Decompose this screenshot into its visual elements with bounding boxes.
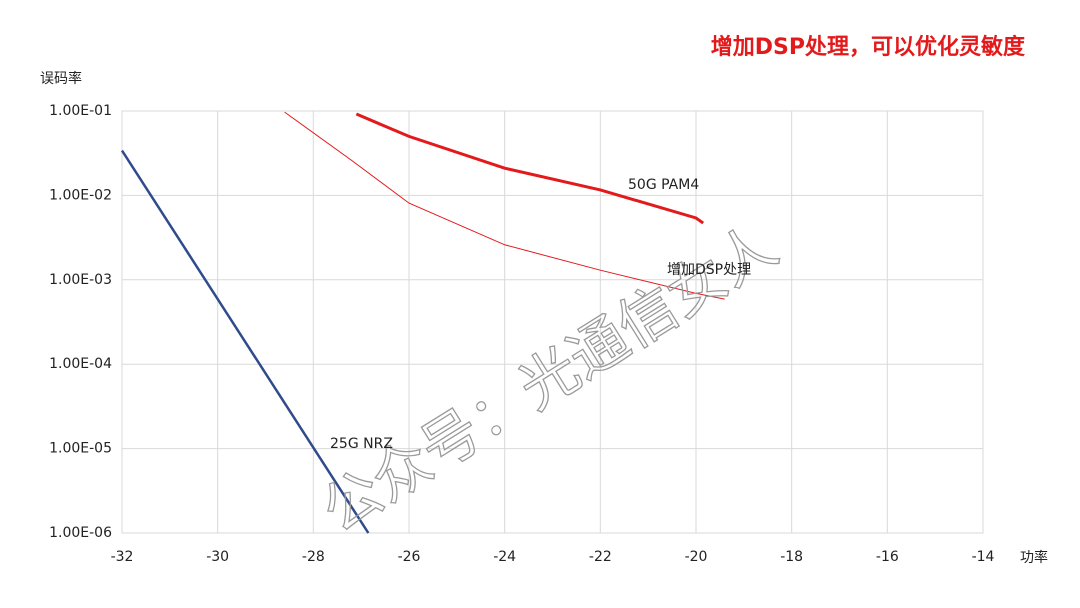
x-tick-label: -30 [206, 549, 229, 565]
series-label: 50G PAM4 [628, 177, 699, 193]
series-line [284, 111, 725, 300]
x-tick-label: -28 [302, 549, 325, 565]
y-axis-label: 误码率 [40, 70, 82, 87]
x-tick-label: -32 [111, 549, 134, 565]
x-tick-label: -24 [493, 549, 516, 565]
series-label: 增加DSP处理 [667, 262, 751, 278]
series-line [120, 149, 370, 534]
x-tick-label: -18 [780, 549, 803, 565]
y-tick-label: 1.00E-01 [49, 103, 112, 119]
x-tick-label: -26 [398, 549, 421, 565]
plot-area [120, 111, 725, 534]
y-tick-label: 1.00E-06 [49, 525, 112, 541]
x-axis-label: 功率 [1020, 549, 1048, 566]
plot-border [121, 110, 984, 534]
chart-title: 增加DSP处理，可以优化灵敏度 [711, 34, 1026, 60]
series-label: 25G NRZ [330, 436, 393, 452]
y-tick-label: 1.00E-02 [49, 187, 112, 203]
y-tick-label: 1.00E-04 [49, 356, 112, 372]
grid [121, 110, 984, 534]
x-tick-label: -22 [589, 549, 612, 565]
x-tick-label: -14 [972, 549, 995, 565]
series-line [355, 112, 705, 225]
y-tick-label: 1.00E-05 [49, 441, 112, 457]
x-tick-label: -16 [876, 549, 899, 565]
y-tick-label: 1.00E-03 [49, 272, 112, 288]
x-tick-label: -20 [685, 549, 708, 565]
